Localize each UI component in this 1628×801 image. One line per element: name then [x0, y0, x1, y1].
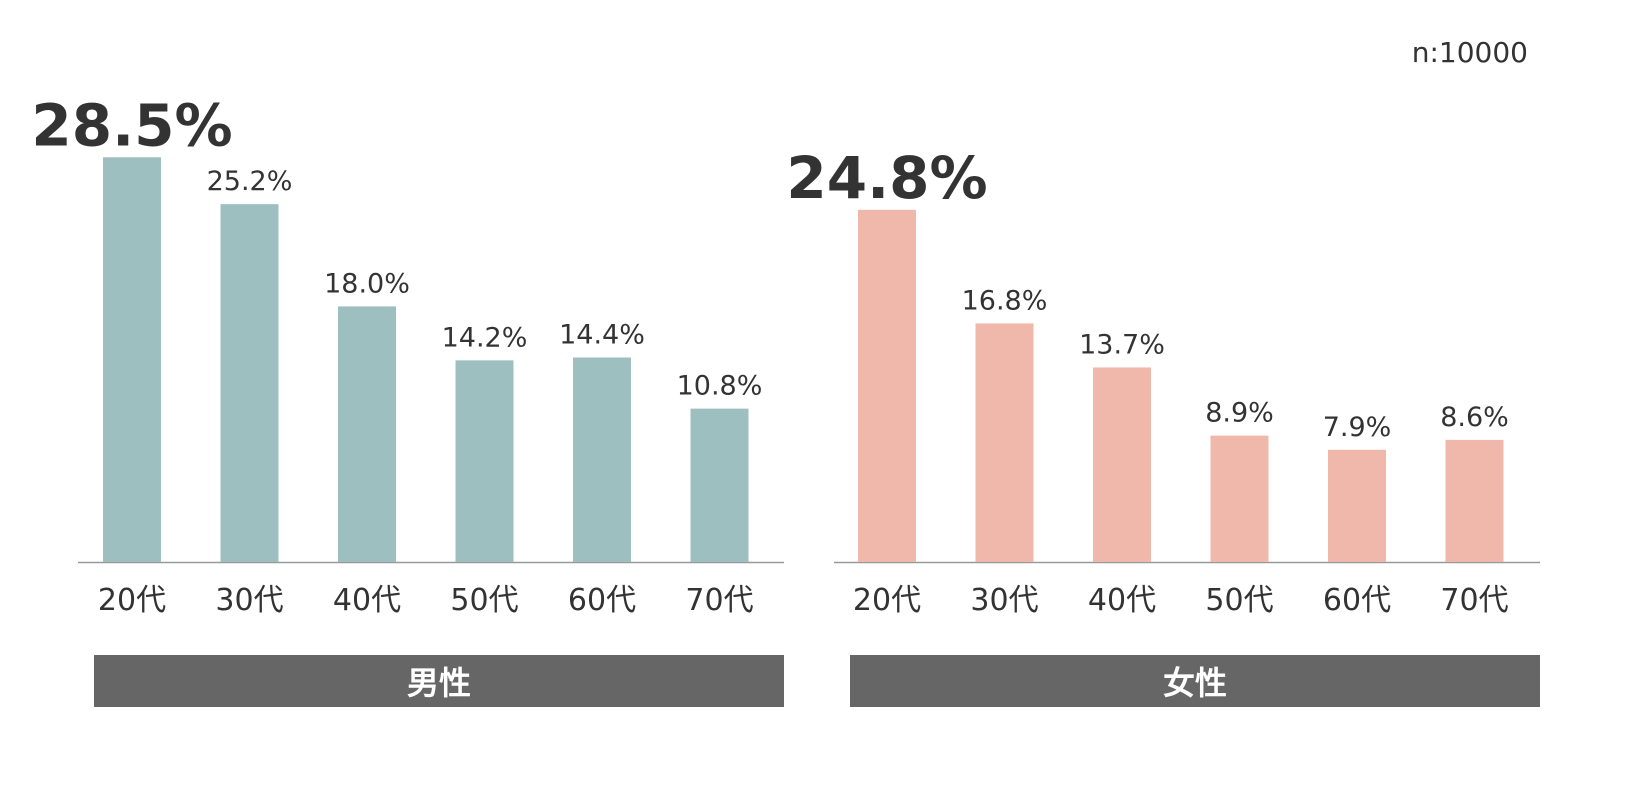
category-tick-label: 30代 — [215, 583, 283, 618]
category-tick-label: 40代 — [333, 583, 401, 618]
bar — [220, 204, 279, 562]
category-tick-label: 50代 — [450, 583, 518, 618]
category-tick-label: 50代 — [1205, 583, 1273, 618]
bar — [1328, 449, 1386, 562]
chart-panel-0: 28.5% 20代 25.2% 30代 18.0% 40代 14.2% 50代 14.4% 60代… — [31, 91, 784, 618]
bar — [858, 209, 916, 562]
bar — [455, 360, 514, 562]
bar-value-label: 28.5% — [31, 91, 232, 159]
bar-value-label: 18.0% — [324, 268, 410, 299]
bar — [1445, 439, 1504, 562]
category-tick-label: 60代 — [568, 583, 636, 618]
bar-value-label: 13.7% — [1079, 329, 1165, 360]
sample-size-label: n:10000 — [1411, 36, 1528, 69]
group-label-female: 女性 — [850, 655, 1540, 707]
category-tick-label: 20代 — [853, 583, 921, 618]
bar — [338, 306, 396, 562]
category-tick-label: 70代 — [685, 583, 753, 618]
category-tick-label: 70代 — [1440, 583, 1508, 618]
bar — [573, 357, 631, 562]
category-tick-label: 30代 — [970, 583, 1038, 618]
chart-panel-1: 24.8% 20代 16.8% 30代 13.7% 40代 8.9% 50代 7.9% 60代 8.… — [786, 144, 1540, 618]
bar-value-label: 8.6% — [1440, 402, 1509, 433]
bar — [103, 157, 161, 563]
bar — [1093, 367, 1151, 562]
bar-value-label: 25.2% — [207, 166, 293, 197]
bar-value-label: 14.4% — [559, 320, 645, 351]
bar-value-label: 14.2% — [442, 322, 528, 353]
category-tick-label: 20代 — [98, 583, 166, 618]
category-tick-label: 60代 — [1323, 583, 1391, 618]
bar-value-label: 10.8% — [677, 371, 763, 402]
bar-value-label: 7.9% — [1323, 412, 1392, 443]
bar-value-label: 8.9% — [1205, 398, 1274, 429]
group-label-male: 男性 — [94, 655, 784, 707]
category-tick-label: 40代 — [1088, 583, 1156, 618]
bar-value-label: 24.8% — [786, 144, 987, 212]
bar — [975, 323, 1034, 562]
bar — [1210, 435, 1269, 562]
bar — [690, 408, 749, 562]
bar-value-label: 16.8% — [962, 285, 1048, 316]
